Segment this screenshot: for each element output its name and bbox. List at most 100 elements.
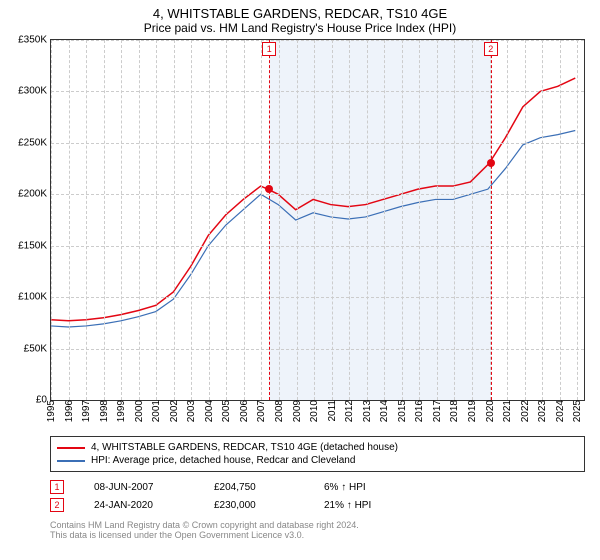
x-axis-tick-label: 2014 [379, 400, 390, 424]
marker-number-box: 2 [484, 42, 498, 56]
y-axis-tick-label: £250K [18, 137, 51, 148]
chart-series-svg [51, 40, 584, 400]
marker-diff: 21% ↑ HPI [324, 500, 371, 511]
gridline-horizontal [51, 91, 584, 92]
x-axis-tick-label: 2002 [169, 400, 180, 424]
marker-price: £204,750 [214, 482, 294, 493]
gridline-horizontal [51, 246, 584, 247]
y-axis-tick-label: £50K [24, 343, 51, 354]
marker-diff: 6% ↑ HPI [324, 482, 366, 493]
legend-swatch [57, 460, 85, 462]
x-axis-tick-label: 2025 [572, 400, 583, 424]
chart-attribution: Contains HM Land Registry data © Crown c… [50, 520, 585, 540]
gridline-horizontal [51, 194, 584, 195]
gridline-vertical [577, 40, 578, 400]
legend-item: 4, WHITSTABLE GARDENS, REDCAR, TS10 4GE … [57, 441, 578, 454]
gridline-vertical [367, 40, 368, 400]
x-axis-tick-label: 2024 [555, 400, 566, 424]
gridline-vertical [191, 40, 192, 400]
gridline-vertical [69, 40, 70, 400]
marker-table-row: 1 08-JUN-2007 £204,750 6% ↑ HPI [50, 478, 585, 496]
gridline-vertical [419, 40, 420, 400]
y-axis-tick-label: £200K [18, 189, 51, 200]
marker-date: 24-JAN-2020 [94, 500, 184, 511]
gridline-vertical [297, 40, 298, 400]
gridline-vertical [560, 40, 561, 400]
gridline-vertical [226, 40, 227, 400]
x-axis-tick-label: 2001 [151, 400, 162, 424]
x-axis-tick-label: 2010 [309, 400, 320, 424]
gridline-vertical [472, 40, 473, 400]
gridline-vertical [314, 40, 315, 400]
gridline-horizontal [51, 349, 584, 350]
gridline-vertical [261, 40, 262, 400]
x-axis-tick-label: 1999 [116, 400, 127, 424]
y-axis-tick-label: £150K [18, 240, 51, 251]
chart-legend: 4, WHITSTABLE GARDENS, REDCAR, TS10 4GE … [50, 436, 585, 472]
gridline-horizontal [51, 40, 584, 41]
x-axis-tick-label: 1997 [81, 400, 92, 424]
gridline-vertical [104, 40, 105, 400]
chart-title: 4, WHITSTABLE GARDENS, REDCAR, TS10 4GE [0, 0, 600, 21]
marker-number-box: 1 [262, 42, 276, 56]
x-axis-tick-label: 2012 [344, 400, 355, 424]
gridline-horizontal [51, 143, 584, 144]
marker-number-box: 1 [50, 480, 64, 494]
x-axis-tick-label: 2019 [467, 400, 478, 424]
x-axis-tick-label: 2009 [292, 400, 303, 424]
marker-vertical-line [491, 40, 492, 400]
gridline-vertical [349, 40, 350, 400]
y-axis-tick-label: £350K [18, 35, 51, 46]
x-axis-tick-label: 2021 [502, 400, 513, 424]
x-axis-tick-label: 2003 [186, 400, 197, 424]
gridline-vertical [437, 40, 438, 400]
x-axis-tick-label: 2015 [397, 400, 408, 424]
x-axis-tick-label: 2008 [274, 400, 285, 424]
x-axis-tick-label: 1995 [46, 400, 57, 424]
y-axis-tick-label: £100K [18, 292, 51, 303]
x-axis-tick-label: 2020 [485, 400, 496, 424]
gridline-vertical [174, 40, 175, 400]
markers-table: 1 08-JUN-2007 £204,750 6% ↑ HPI 2 24-JAN-2020… [50, 478, 585, 514]
gridline-vertical [525, 40, 526, 400]
gridline-vertical [209, 40, 210, 400]
marker-price: £230,000 [214, 500, 294, 511]
x-axis-tick-label: 2007 [256, 400, 267, 424]
x-axis-tick-label: 2000 [134, 400, 145, 424]
chart-subtitle: Price paid vs. HM Land Registry's House … [0, 21, 600, 35]
gridline-vertical [454, 40, 455, 400]
marker-table-row: 2 24-JAN-2020 £230,000 21% ↑ HPI [50, 496, 585, 514]
x-axis-tick-label: 2016 [414, 400, 425, 424]
gridline-vertical [244, 40, 245, 400]
gridline-vertical [542, 40, 543, 400]
gridline-vertical [86, 40, 87, 400]
gridline-vertical [507, 40, 508, 400]
gridline-vertical [139, 40, 140, 400]
gridline-vertical [384, 40, 385, 400]
gridline-vertical [121, 40, 122, 400]
marker-date: 08-JUN-2007 [94, 482, 184, 493]
x-axis-tick-label: 1998 [99, 400, 110, 424]
legend-label: 4, WHITSTABLE GARDENS, REDCAR, TS10 4GE … [91, 442, 398, 453]
marker-number-box: 2 [50, 498, 64, 512]
gridline-horizontal [51, 297, 584, 298]
legend-swatch [57, 447, 85, 449]
attribution-line: Contains HM Land Registry data © Crown c… [50, 520, 585, 530]
chart-container: 4, WHITSTABLE GARDENS, REDCAR, TS10 4GE … [0, 0, 600, 560]
x-axis-tick-label: 2023 [537, 400, 548, 424]
x-axis-tick-label: 2017 [432, 400, 443, 424]
y-axis-tick-label: £300K [18, 86, 51, 97]
legend-label: HPI: Average price, detached house, Redc… [91, 455, 355, 466]
attribution-line: This data is licensed under the Open Gov… [50, 530, 585, 540]
gridline-vertical [51, 40, 52, 400]
chart-plot-area: £0£50K£100K£150K£200K£250K£300K£350K1995… [50, 39, 585, 401]
marker-vertical-line [269, 40, 270, 400]
x-axis-tick-label: 2004 [204, 400, 215, 424]
gridline-vertical [332, 40, 333, 400]
x-axis-tick-label: 1996 [64, 400, 75, 424]
x-axis-tick-label: 2013 [362, 400, 373, 424]
gridline-vertical [156, 40, 157, 400]
gridline-vertical [402, 40, 403, 400]
x-axis-tick-label: 2022 [520, 400, 531, 424]
legend-item: HPI: Average price, detached house, Redc… [57, 454, 578, 467]
